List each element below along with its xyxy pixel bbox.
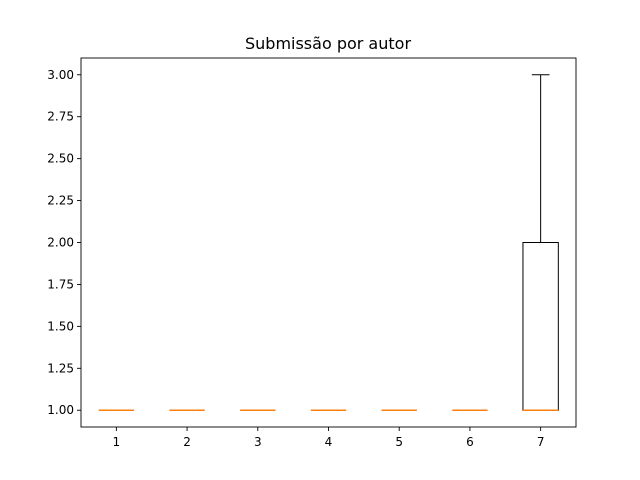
y-tick-label: 3.00 [47,68,74,82]
y-axis: 1.00 1.25 1.50 1.75 2.00 2.25 2.50 2.75 3.00 [47,68,81,417]
x-tick-label: 1 [113,435,121,449]
x-tick-label: 2 [183,435,191,449]
x-tick-label: 4 [325,435,333,449]
box-7 [522,74,559,411]
y-tick-label: 1.50 [47,319,74,333]
y-tick-label: 1.75 [47,277,74,291]
plot-frame [80,57,577,428]
chart-title: Submissão por autor [245,34,411,53]
y-tick-label: 2.25 [47,194,74,208]
y-tick-label: 2.50 [47,152,74,166]
box-body [522,242,559,411]
x-axis: 1 2 3 4 5 6 7 [113,427,545,449]
x-tick-label: 6 [466,435,474,449]
y-tick-label: 2.00 [47,236,74,250]
box-series [98,74,559,411]
y-tick-label: 1.25 [47,361,74,375]
y-tick-label: 1.00 [47,403,74,417]
y-tick-label: 2.75 [47,110,74,124]
x-tick-label: 5 [395,435,403,449]
x-tick-label: 7 [537,435,545,449]
x-tick-label: 3 [254,435,262,449]
